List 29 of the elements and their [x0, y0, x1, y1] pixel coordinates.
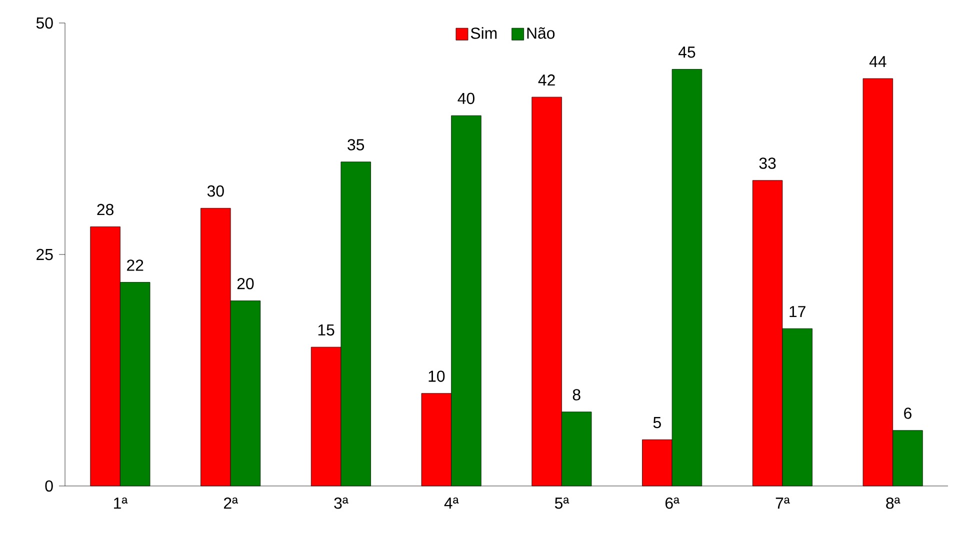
- data-label: 20: [237, 278, 254, 290]
- data-label: 22: [127, 260, 144, 271]
- x-tick-label: 7ª: [776, 498, 790, 509]
- data-label: 17: [790, 306, 806, 318]
- x-tick-label: 5ª: [554, 498, 570, 509]
- data-label: 45: [678, 46, 696, 58]
- y-tick-label: 0: [45, 480, 53, 492]
- y-tick-label: 50: [36, 17, 53, 29]
- legend-label: Não: [527, 27, 555, 39]
- data-label: 33: [759, 158, 776, 169]
- x-tick-label: 4ª: [444, 498, 459, 509]
- x-tick-label: 2ª: [224, 498, 238, 509]
- data-label: 40: [458, 92, 474, 104]
- legend-label: Sim: [470, 27, 497, 39]
- data-label: 35: [348, 139, 364, 150]
- x-tick-label: 3ª: [334, 498, 348, 509]
- y-tick-label: 25: [36, 248, 53, 260]
- data-label: 28: [97, 204, 114, 216]
- data-label: 44: [869, 56, 886, 68]
- data-label: 10: [428, 370, 445, 382]
- data-label: 30: [207, 185, 224, 197]
- data-label: 15: [318, 324, 334, 336]
- data-label: 42: [538, 74, 555, 86]
- x-tick-label: 8ª: [886, 498, 900, 509]
- x-tick-label: 6ª: [666, 498, 680, 509]
- x-tick-label: 1ª: [114, 498, 128, 509]
- data-label: 5: [653, 417, 661, 428]
- data-label: 6: [904, 408, 912, 419]
- data-label: 8: [572, 389, 580, 400]
